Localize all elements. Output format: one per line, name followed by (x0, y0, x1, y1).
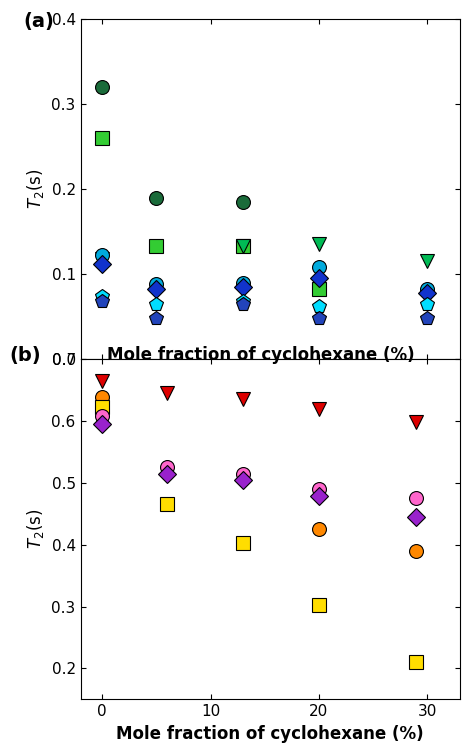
Text: Mole fraction of cyclohexane (%): Mole fraction of cyclohexane (%) (107, 346, 414, 364)
Text: (a): (a) (24, 12, 55, 31)
Text: (b): (b) (9, 345, 41, 365)
X-axis label: Mole fraction of cyclohexane (%): Mole fraction of cyclohexane (%) (117, 725, 424, 742)
Y-axis label: $T_2$(s): $T_2$(s) (25, 509, 46, 550)
Y-axis label: $T_2$(s): $T_2$(s) (25, 169, 46, 209)
